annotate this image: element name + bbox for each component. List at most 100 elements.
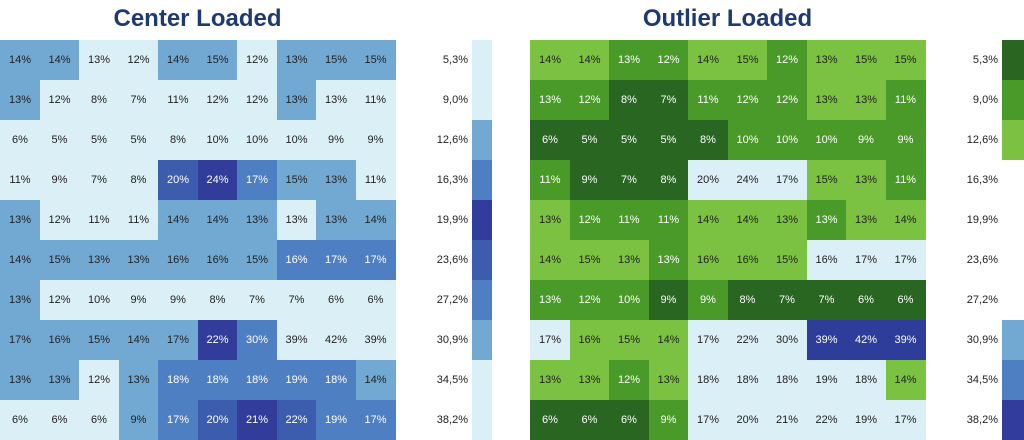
heatmap-cell-outlier: 16% [688,240,728,280]
heatmap-cell-outlier: 12% [569,280,610,320]
heatmap-cell-outlier: 13% [569,360,610,400]
heatmap-cell-outlier: 30% [767,320,807,360]
heatmap-cell-center: 12% [39,280,80,320]
heatmap-cell-center: 7% [276,280,317,320]
heatmap-cell-center: 14% [158,200,198,240]
scale-tick-label-center: 23,6% [436,254,468,266]
heatmap-cell-center: 9% [316,120,356,160]
chart-title-center-loaded: Center Loaded [113,5,282,32]
scale-swatch-outlier [1002,280,1024,320]
scale-swatch-outlier [1002,400,1024,440]
heatmap-cell-center: 15% [237,240,277,280]
scale-tick-label-center: 27,2% [436,294,468,306]
heatmap-cell-center: 11% [158,80,198,120]
heatmap-cell-center: 17% [316,240,356,280]
heatmap-cell-outlier: 8% [648,160,689,200]
heatmap-cell-center: 13% [118,240,159,280]
heatmap-cell-outlier: 13% [530,280,570,320]
heatmap-cell-outlier: 11% [688,80,728,120]
scale-tick-label-outlier: 38,2% [966,414,998,426]
scale-tick-label-center: 5,3% [442,54,468,66]
scale-swatch-outlier [1002,120,1024,160]
heatmap-cell-outlier: 19% [806,360,847,400]
heatmap-cell-center: 9% [118,400,159,440]
heatmap-cell-outlier: 18% [688,360,728,400]
heatmap-cell-center: 11% [355,160,396,200]
heatmap-cell-center: 17% [0,320,40,360]
heatmap-cell-outlier: 13% [846,80,886,120]
heatmap-cell-outlier: 5% [609,120,649,160]
heatmap-cell-outlier: 6% [846,280,886,320]
heatmap-cell-center: 10% [276,120,317,160]
heatmap-cell-outlier: 19% [846,400,886,440]
heatmap-cell-outlier: 22% [806,400,847,440]
heatmap-cell-outlier: 6% [569,400,610,440]
heatmap-cell-outlier: 12% [727,80,768,120]
scale-tick-label-center: 38,2% [436,414,468,426]
scale-tick-label-outlier: 19,9% [966,214,998,226]
heatmap-cell-outlier: 14% [688,200,728,240]
heatmap-cell-center: 18% [316,360,356,400]
heatmap-cell-outlier: 17% [688,400,728,440]
heatmap-cell-outlier: 18% [727,360,768,400]
heatmap-cell-center: 5% [79,120,119,160]
heatmap-cell-outlier: 39% [806,320,847,360]
heatmap-cell-center: 14% [158,40,198,80]
scale-tick-label-outlier: 5,3% [972,54,998,66]
heatmap-cell-center: 10% [79,280,119,320]
heatmap-cell-outlier: 6% [530,120,570,160]
heatmap-cell-center: 14% [39,40,80,80]
scale-swatch-center [472,320,492,360]
scale-tick-label-outlier: 12,6% [966,134,998,146]
heatmap-cell-center: 39% [355,320,396,360]
heatmap-cell-outlier: 17% [530,320,570,360]
heatmap-cell-center: 14% [0,40,40,80]
chart-title-outlier-loaded: Outlier Loaded [642,5,813,32]
heatmap-cell-center: 13% [316,160,356,200]
heatmap-cell-outlier: 11% [885,160,926,200]
scale-swatch-center [472,120,492,160]
heatmap-cell-center: 11% [0,160,40,200]
heatmap-cell-center: 22% [197,320,238,360]
scale-swatch-center [472,360,492,400]
heatmap-cell-outlier: 8% [609,80,649,120]
heatmap-cell-center: 18% [237,360,277,400]
heatmap-cell-center: 14% [355,200,396,240]
scale-swatch-outlier [1002,200,1024,240]
scale-swatch-center [472,80,492,120]
heatmap-cell-center: 6% [79,400,119,440]
heatmap-cell-outlier: 42% [846,320,886,360]
heatmap-cell-center: 8% [118,160,159,200]
heatmap-cell-center: 16% [197,240,238,280]
scale-tick-label-outlier: 9,0% [972,94,998,106]
heatmap-cell-center: 12% [237,80,277,120]
heatmap-cell-center: 13% [237,200,277,240]
heatmap-cell-center: 8% [158,120,198,160]
heatmap-cell-center: 15% [355,40,396,80]
heatmap-cell-outlier: 8% [727,280,768,320]
heatmap-cell-center: 19% [276,360,317,400]
heatmap-cell-outlier: 14% [727,200,768,240]
heatmap-cell-center: 5% [39,120,80,160]
heatmap-cell-center: 11% [355,80,396,120]
heatmap-cell-center: 13% [79,40,119,80]
heatmap-cell-center: 7% [237,280,277,320]
heatmap-cell-center: 16% [276,240,317,280]
heatmap-cell-center: 13% [39,360,80,400]
heatmap-cell-outlier: 39% [885,320,926,360]
scale-tick-label-outlier: 34,5% [966,374,998,386]
heatmap-cell-outlier: 10% [727,120,768,160]
heatmap-cell-center: 9% [158,280,198,320]
heatmap-cell-outlier: 5% [569,120,610,160]
heatmap-cell-outlier: 12% [609,360,649,400]
heatmap-cell-center: 10% [197,120,238,160]
heatmap-cell-outlier: 7% [609,160,649,200]
heatmap-cell-outlier: 14% [648,320,689,360]
heatmap-cell-center: 14% [118,320,159,360]
heatmap-cell-center: 8% [79,80,119,120]
heatmap-cell-center: 13% [276,40,317,80]
heatmap-cell-center: 6% [0,400,40,440]
scale-tick-label-center: 34,5% [436,374,468,386]
heatmap-cell-outlier: 13% [767,200,807,240]
heatmap-cell-outlier: 13% [609,240,649,280]
